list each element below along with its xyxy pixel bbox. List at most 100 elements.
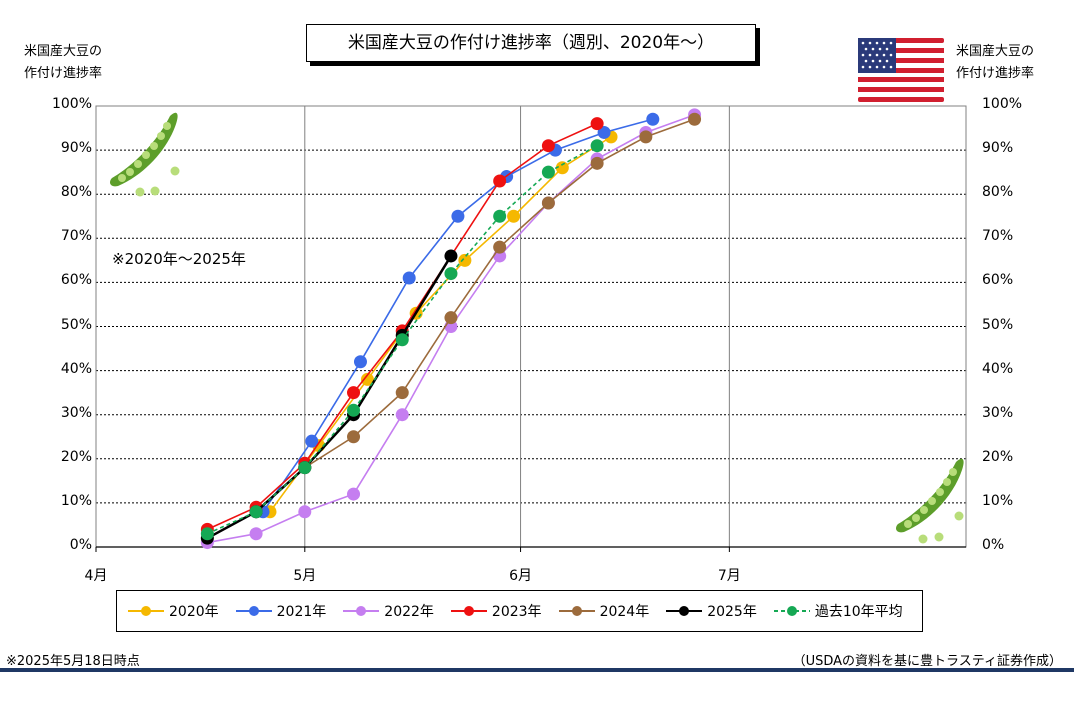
data-point (541, 165, 555, 179)
left-y-tick-label: 70% (60, 228, 92, 245)
data-point (493, 174, 507, 188)
right-y-tick-label: 20% (982, 448, 1014, 465)
left-y-tick-label: 80% (60, 184, 92, 201)
legend-swatch (235, 606, 272, 616)
data-point (590, 156, 604, 170)
plot-frame (95, 105, 967, 548)
data-point (458, 253, 472, 267)
series-line (207, 122, 598, 531)
left-axis-title-line1: 米国産大豆の (24, 44, 103, 59)
series-line (255, 118, 695, 513)
data-point (249, 527, 263, 541)
legend-label: 2022年 (384, 604, 434, 620)
data-point (555, 161, 569, 175)
right-axis-title-line1: 米国産大豆の (956, 44, 1035, 59)
right-axis-title: 米国産大豆の 作付け進捗率 (956, 41, 1034, 85)
data-point (395, 386, 409, 400)
left-y-tick-label: 60% (60, 272, 92, 289)
range-note: ※2020年～2025年 (112, 250, 246, 268)
legend-label: 過去10年平均 (814, 604, 903, 620)
right-y-tick-label: 10% (982, 492, 1014, 509)
data-point (444, 267, 458, 281)
legend-item: 2020年 (127, 601, 219, 621)
legend-item: 過去10年平均 (773, 601, 903, 621)
chart-legend: 2020年 2021年 2022年 2023年 2024年 2025年 過去10年平均 (116, 590, 923, 632)
data-point (590, 139, 604, 153)
right-y-tick-label: 70% (982, 228, 1014, 245)
legend-label: 2020年 (169, 604, 219, 620)
data-point (298, 505, 312, 519)
data-point (402, 271, 416, 285)
data-point (395, 408, 409, 422)
x-tick-label: 5月 (293, 568, 317, 584)
right-y-tick-label: 30% (982, 404, 1014, 421)
series-layer (200, 108, 702, 550)
series-2025年 (200, 249, 458, 545)
data-point (541, 139, 555, 153)
legend-label: 2024年 (599, 604, 650, 620)
left-y-tick-label: 40% (60, 360, 92, 377)
x-tick-label: 4月 (84, 568, 108, 584)
data-point (360, 372, 374, 386)
left-axis-title-line2: 作付け進捗率 (24, 66, 103, 81)
data-point (493, 240, 507, 254)
data-point (493, 209, 507, 223)
left-y-tick-label: 20% (60, 448, 92, 465)
legend-swatch (773, 606, 810, 616)
series-2024年 (249, 112, 702, 519)
plot-axes (95, 105, 967, 552)
legend-label: 2021年 (276, 604, 327, 620)
data-point (444, 249, 458, 263)
right-y-tick-label: 60% (982, 272, 1014, 289)
data-point (305, 434, 319, 448)
grid-lines (96, 105, 966, 547)
right-axis-title-line2: 作付け進捗率 (956, 66, 1035, 81)
soybean-pod-icon (896, 458, 964, 544)
left-y-tick-label: 100% (51, 96, 92, 112)
data-point (395, 333, 409, 347)
series-過去10年平均 (200, 139, 604, 541)
right-y-tick-label: 0% (982, 537, 1005, 553)
legend-swatch (666, 606, 703, 616)
data-point (688, 112, 702, 126)
data-point (347, 487, 361, 501)
legend-swatch (450, 606, 487, 616)
data-point (347, 386, 361, 400)
data-point (298, 461, 312, 475)
legend-item: 2022年 (342, 601, 434, 621)
left-axis-title: 米国産大豆の 作付け進捗率 (24, 41, 102, 85)
data-point (347, 403, 361, 417)
right-y-tick-label: 90% (982, 140, 1014, 157)
x-tick-label: 7月 (717, 568, 741, 584)
data-point (541, 196, 555, 210)
series-2022年 (200, 108, 702, 550)
right-y-tick-label: 50% (982, 316, 1014, 333)
x-tick-label: 6月 (509, 568, 532, 584)
legend-label: 2023年 (491, 604, 542, 620)
legend-swatch (558, 606, 595, 616)
left-y-tick-label: 0% (69, 537, 92, 553)
chart-title: 米国産大豆の作付け進捗率（週別、2020年～） (306, 24, 756, 62)
as-of-date-note: ※2025年5月18日時点 (6, 654, 140, 669)
left-y-tick-label: 50% (60, 316, 92, 333)
data-point (597, 125, 611, 139)
legend-label: 2025年 (707, 604, 757, 620)
right-y-tick-label: 100% (982, 96, 1023, 112)
data-point (639, 130, 653, 144)
us-flag-icon (858, 38, 944, 102)
right-y-tick-label: 40% (982, 360, 1014, 377)
left-y-tick-label: 30% (60, 404, 92, 421)
legend-item: 2025年 (665, 601, 757, 621)
source-note: （USDAの資料を基に豊トラスティ証券作成） (792, 654, 1062, 669)
legend-item: 2023年 (450, 601, 542, 621)
data-point (353, 355, 367, 369)
left-y-tick-label: 10% (60, 492, 92, 509)
legend-item: 2021年 (235, 601, 327, 621)
left-y-tick-label: 90% (60, 140, 92, 157)
series-line (206, 255, 453, 540)
data-point (249, 505, 263, 519)
data-point (646, 112, 660, 126)
data-point (200, 527, 214, 541)
data-point (347, 430, 361, 444)
